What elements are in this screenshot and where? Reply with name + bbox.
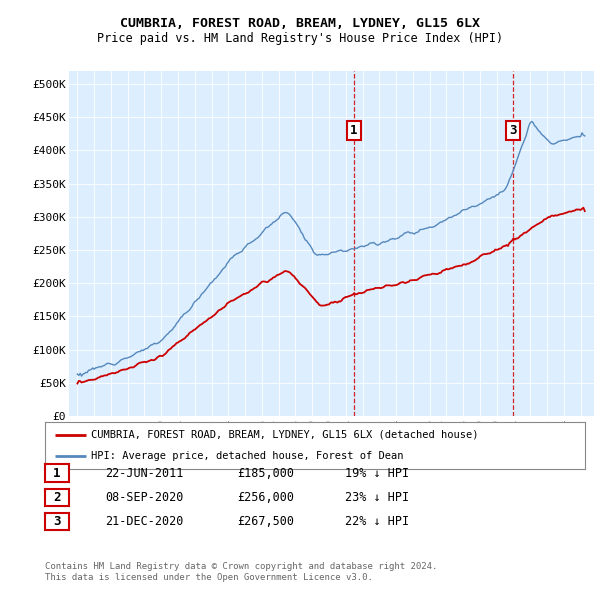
Text: Contains HM Land Registry data © Crown copyright and database right 2024.: Contains HM Land Registry data © Crown c… bbox=[45, 562, 437, 571]
Text: £256,000: £256,000 bbox=[237, 491, 294, 504]
Text: CUMBRIA, FOREST ROAD, BREAM, LYDNEY, GL15 6LX: CUMBRIA, FOREST ROAD, BREAM, LYDNEY, GL1… bbox=[120, 17, 480, 30]
Text: Price paid vs. HM Land Registry's House Price Index (HPI): Price paid vs. HM Land Registry's House … bbox=[97, 32, 503, 45]
Text: 3: 3 bbox=[509, 124, 517, 137]
Text: 3: 3 bbox=[53, 515, 61, 528]
Text: 2: 2 bbox=[53, 491, 61, 504]
Text: 1: 1 bbox=[350, 124, 358, 137]
Text: 23% ↓ HPI: 23% ↓ HPI bbox=[345, 491, 409, 504]
Text: 08-SEP-2020: 08-SEP-2020 bbox=[105, 491, 184, 504]
Text: 22-JUN-2011: 22-JUN-2011 bbox=[105, 467, 184, 480]
Text: CUMBRIA, FOREST ROAD, BREAM, LYDNEY, GL15 6LX (detached house): CUMBRIA, FOREST ROAD, BREAM, LYDNEY, GL1… bbox=[91, 430, 478, 440]
Text: £185,000: £185,000 bbox=[237, 467, 294, 480]
Text: 19% ↓ HPI: 19% ↓ HPI bbox=[345, 467, 409, 480]
Text: 1: 1 bbox=[53, 467, 61, 480]
Text: 22% ↓ HPI: 22% ↓ HPI bbox=[345, 515, 409, 528]
Text: HPI: Average price, detached house, Forest of Dean: HPI: Average price, detached house, Fore… bbox=[91, 451, 403, 461]
Text: 21-DEC-2020: 21-DEC-2020 bbox=[105, 515, 184, 528]
Text: This data is licensed under the Open Government Licence v3.0.: This data is licensed under the Open Gov… bbox=[45, 572, 373, 582]
Text: £267,500: £267,500 bbox=[237, 515, 294, 528]
